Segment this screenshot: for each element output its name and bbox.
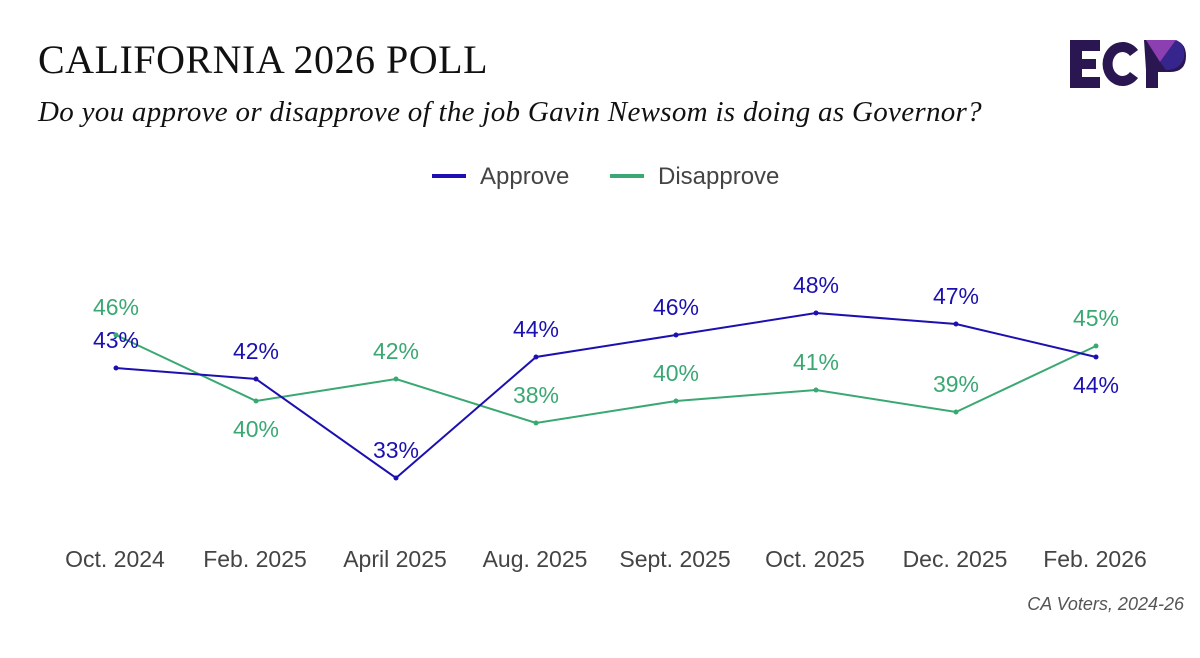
series-line-approve (115, 311, 1097, 480)
x-tick-label: Oct. 2025 (765, 546, 865, 572)
legend-label-approve: Approve (480, 163, 569, 190)
chart-subtitle: Do you approve or disapprove of the job … (38, 96, 982, 128)
data-label-disapprove: 42% (373, 338, 419, 364)
data-point-disapprove (253, 398, 259, 404)
series-line-disapprove (115, 334, 1097, 425)
data-point-approve (393, 475, 399, 481)
data-label-disapprove: 38% (513, 382, 559, 408)
data-label-approve: 46% (653, 294, 699, 320)
data-point-disapprove (393, 376, 399, 382)
data-point-approve (253, 376, 259, 382)
data-label-approve: 33% (373, 437, 419, 463)
data-point-approve (813, 310, 819, 316)
data-point-disapprove (953, 409, 959, 415)
x-tick-label: Aug. 2025 (483, 546, 588, 572)
x-tick-label: Oct. 2024 (65, 546, 165, 572)
data-label-approve: 42% (233, 338, 279, 364)
x-tick-label: Sept. 2025 (619, 546, 730, 572)
data-label-approve: 48% (793, 272, 839, 298)
data-point-disapprove (813, 387, 819, 393)
x-tick-label: Dec. 2025 (903, 546, 1008, 572)
data-point-disapprove (113, 332, 119, 338)
data-label-disapprove: 45% (1073, 305, 1119, 331)
data-point-approve (113, 365, 119, 371)
data-label-disapprove: 46% (93, 294, 139, 320)
source-note: CA Voters, 2024-26 (1027, 594, 1184, 614)
data-label-approve: 44% (513, 316, 559, 342)
data-label-disapprove: 41% (793, 349, 839, 375)
data-label-approve: 44% (1073, 372, 1119, 398)
x-tick-label: April 2025 (343, 546, 447, 572)
page-title: CALIFORNIA 2026 POLL (38, 37, 489, 82)
data-label-disapprove: 40% (233, 416, 279, 442)
data-label-approve: 43% (93, 327, 139, 353)
data-point-disapprove (1093, 343, 1099, 349)
x-tick-label: Feb. 2025 (203, 546, 307, 572)
ecp-logo (1070, 36, 1186, 97)
data-point-approve (533, 354, 539, 360)
data-label-disapprove: 40% (653, 360, 699, 386)
data-point-approve (673, 332, 679, 338)
data-point-disapprove (533, 420, 539, 426)
data-label-disapprove: 39% (933, 371, 979, 397)
data-point-approve (953, 321, 959, 327)
x-tick-label: Feb. 2026 (1043, 546, 1147, 572)
data-point-disapprove (673, 398, 679, 404)
data-label-approve: 47% (933, 283, 979, 309)
data-point-approve (1093, 354, 1099, 360)
line-chart: Approve Disapprove 43% 42% 33% 44% 46% 48% 47% 4… (65, 163, 1147, 572)
legend-label-disapprove: Disapprove (658, 163, 779, 190)
legend: Approve Disapprove (432, 163, 779, 190)
